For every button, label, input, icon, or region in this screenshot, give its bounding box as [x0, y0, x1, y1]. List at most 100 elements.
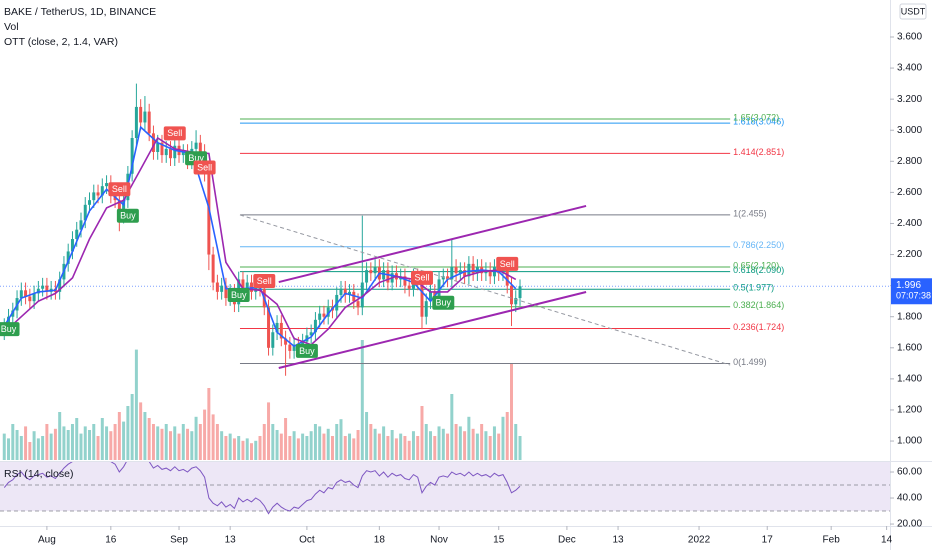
fib-label: 0.65(2.120): [733, 260, 779, 270]
volume-bar: [164, 424, 168, 460]
candle-body: [215, 282, 219, 292]
signal-box: [227, 287, 250, 302]
candle-body: [105, 183, 109, 187]
volume-bar: [215, 424, 219, 460]
volume-bar: [510, 364, 513, 460]
volume-bar: [79, 433, 83, 460]
signal-label: Sell: [414, 273, 429, 283]
candle-body: [173, 145, 177, 159]
fib-label: 0.618(2.090): [733, 265, 784, 275]
volume-bar: [518, 436, 522, 460]
volume-bar: [62, 426, 66, 460]
candle-body: [458, 270, 462, 274]
volume-bar: [365, 412, 369, 460]
candle-body: [19, 290, 23, 299]
candle-body: [160, 142, 164, 156]
volume-bar: [403, 436, 407, 460]
candle-body: [58, 279, 62, 292]
volume-bar: [241, 440, 245, 460]
volume-bar: [497, 433, 501, 460]
candle-body: [386, 270, 390, 283]
volume-bar: [484, 431, 488, 460]
fib-label: 0(1.499): [733, 357, 767, 367]
volume-bar: [160, 428, 164, 460]
x-tick-label: 2022: [688, 535, 711, 546]
volume-bar: [407, 440, 411, 460]
volume-bar: [198, 424, 202, 460]
volume-bar: [458, 426, 462, 460]
volume-bar: [411, 431, 415, 460]
candle-body: [194, 142, 198, 149]
volume-label: Vol: [4, 21, 19, 33]
x-tick-label: Dec: [558, 535, 576, 546]
candle-body: [288, 344, 292, 351]
signal-label: Buy: [299, 346, 315, 356]
fib-label: 1.65(3.072): [733, 112, 779, 122]
candle-body: [207, 173, 211, 255]
price-pane: 0(1.499) 0.236(1.724) 0.382(1.864) 0.5(1.97…: [0, 83, 890, 460]
volume-bar: [437, 426, 441, 460]
volume-bar: [390, 430, 394, 460]
volume-bar: [360, 340, 364, 460]
volume-bar: [254, 440, 258, 460]
fib-label: 0.236(1.724): [733, 322, 784, 332]
candle-body: [147, 111, 151, 134]
volume-bar: [386, 436, 390, 460]
signal-box: [0, 322, 20, 337]
candle-body: [463, 270, 467, 277]
rsi-line: [3, 462, 521, 515]
volume-bar: [134, 349, 138, 460]
volume-bar: [505, 412, 509, 460]
volume-bar: [83, 426, 87, 460]
signal-label: Sell: [167, 128, 182, 138]
candle-body: [79, 220, 83, 230]
volume-bar: [394, 438, 398, 460]
volume-bar: [467, 416, 471, 460]
currency-button[interactable]: [899, 3, 927, 20]
x-tick-label: Feb: [823, 535, 841, 546]
volume-bar: [267, 402, 271, 460]
x-tick-label: 18: [374, 535, 386, 546]
volume-bar: [53, 428, 57, 460]
signal-label: Buy: [436, 298, 452, 308]
volume-bar: [232, 438, 236, 460]
volume-bar: [169, 431, 172, 460]
candle-body: [45, 285, 49, 292]
volume-bar: [318, 426, 322, 460]
y-tick-label: 2.200: [897, 249, 922, 260]
volume-bar: [339, 419, 343, 460]
volume-bar: [70, 424, 74, 460]
candle-body: [224, 285, 228, 299]
rsi-band: [0, 462, 890, 512]
x-tick-label: Oct: [299, 535, 315, 546]
volume-bar: [245, 438, 249, 460]
volume-bar: [309, 431, 313, 460]
volume-bar: [416, 436, 420, 460]
candle-body: [139, 106, 143, 123]
currency-label[interactable]: USDT: [901, 6, 926, 16]
volume-bar: [322, 433, 326, 460]
trend-line: [278, 204, 587, 284]
candle-body: [318, 313, 322, 320]
volume-bar: [41, 436, 45, 460]
volume-bar: [326, 428, 330, 460]
candle-body: [369, 270, 373, 274]
signal-box: [253, 273, 276, 288]
volume-bar: [139, 402, 143, 460]
candle-body: [292, 344, 296, 351]
volume-bar: [450, 394, 454, 460]
fib-label: 1.414(2.851): [733, 147, 784, 157]
volume-bar: [313, 424, 317, 460]
volume-bar: [382, 426, 386, 460]
volume-bar: [28, 442, 32, 460]
signal-label: Buy: [1, 324, 17, 334]
volume-bar: [514, 424, 518, 460]
signal-box: [432, 295, 455, 310]
trend-line: [278, 291, 587, 369]
volume-bar: [480, 424, 484, 460]
countdown: 07:07:38: [896, 291, 931, 301]
volume-bar: [292, 431, 296, 460]
volume-bar: [420, 406, 424, 460]
